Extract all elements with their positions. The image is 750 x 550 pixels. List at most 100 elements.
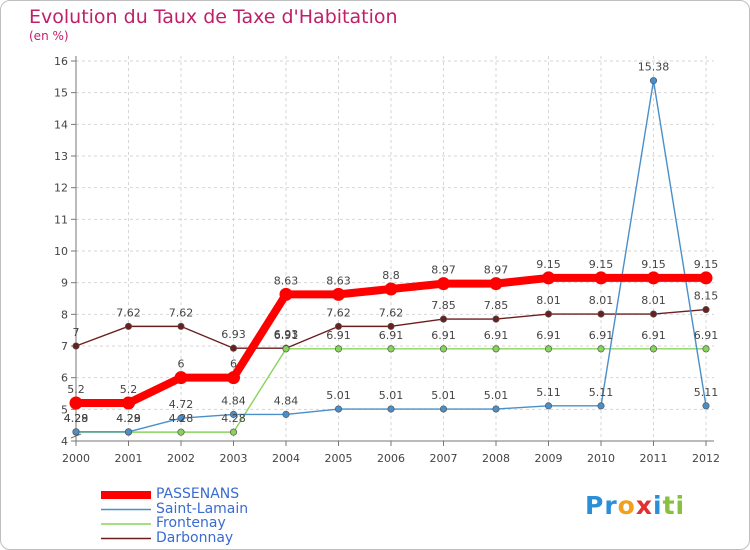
data-label: 6.91 — [431, 329, 456, 342]
data-point — [334, 405, 343, 413]
x-tick-label: 2012 — [692, 452, 720, 465]
data-point — [72, 428, 80, 436]
data-point — [387, 322, 395, 330]
data-label: 5.01 — [484, 389, 509, 402]
data-label: 6.91 — [589, 329, 614, 342]
logo-letter: o — [617, 491, 636, 520]
x-tick-label: 2006 — [377, 452, 405, 465]
data-label: 6 — [178, 358, 185, 371]
y-tick-label: 14 — [54, 118, 68, 131]
chart-title: Evolution du Taux de Taxe d'Habitation — [29, 6, 398, 28]
data-label: 7.62 — [379, 306, 404, 319]
data-point — [702, 402, 710, 410]
data-label: 6.91 — [484, 329, 509, 342]
data-label: 9.15 — [589, 258, 614, 271]
data-point — [597, 310, 605, 318]
data-label: 7.62 — [116, 306, 141, 319]
data-point — [334, 345, 343, 353]
x-tick-label: 2002 — [167, 452, 195, 465]
data-label: 6.91 — [326, 329, 351, 342]
data-point — [597, 402, 605, 410]
data-label: 4.84 — [221, 394, 246, 407]
y-tick-label: 5 — [61, 403, 68, 416]
data-labels: 7 7.62 7.62 6.93 6.93 7.62 7.62 7.85 7.85 8.01 8.0… — [64, 61, 719, 426]
data-point — [69, 396, 83, 410]
y-tick-label: 7 — [61, 340, 68, 353]
y-tick-label: 10 — [54, 245, 68, 258]
data-label: 6.91 — [274, 329, 299, 342]
logo-letter: P — [585, 491, 605, 520]
data-point — [649, 77, 658, 85]
data-label: 4.72 — [169, 398, 194, 411]
data-label: 7.85 — [484, 299, 509, 312]
data-point — [544, 310, 553, 318]
data-label: 9.15 — [641, 258, 666, 271]
y-tick-label: 13 — [54, 150, 68, 163]
data-label: 7.85 — [431, 299, 456, 312]
data-point — [279, 287, 293, 301]
data-point — [439, 345, 448, 353]
data-label: 5.11 — [589, 386, 614, 399]
data-point — [174, 371, 188, 385]
data-label: 8.63 — [326, 274, 351, 287]
logo-letter: i — [653, 491, 663, 520]
data-label: 7.62 — [326, 306, 351, 319]
data-point — [282, 345, 290, 353]
y-tick-label: 6 — [61, 372, 68, 385]
data-point — [492, 345, 500, 353]
data-label: 4.29 — [116, 412, 141, 425]
data-point — [439, 405, 448, 413]
data-point — [437, 277, 450, 291]
x-tick-label: 2009 — [535, 452, 563, 465]
data-point — [177, 322, 185, 330]
data-label: 5.2 — [67, 383, 85, 396]
data-label: 9.15 — [536, 258, 561, 271]
data-point — [122, 396, 135, 410]
data-label: 5.11 — [694, 386, 719, 399]
data-point — [124, 322, 133, 330]
data-label: 8.97 — [431, 264, 456, 277]
data-label: 4.84 — [274, 394, 299, 407]
legend-label: Frontenay — [156, 515, 226, 531]
y-tick-label: 9 — [61, 277, 68, 290]
data-label: 8.01 — [641, 294, 666, 307]
data-label: 7.62 — [169, 306, 194, 319]
x-tick-label: 2005 — [325, 452, 353, 465]
data-point — [702, 345, 710, 353]
x-tick-label: 2011 — [640, 452, 668, 465]
data-label: 5.2 — [120, 383, 138, 396]
data-label: 5.11 — [536, 386, 561, 399]
data-label: 4.28 — [169, 412, 194, 425]
x-tick-label: 2000 — [62, 452, 90, 465]
data-label: 8.15 — [694, 290, 719, 303]
data-point — [702, 306, 710, 314]
data-label: 4.28 — [221, 412, 246, 425]
axis-break — [70, 433, 82, 439]
y-tick-label: 4 — [61, 435, 68, 448]
data-point — [597, 345, 605, 353]
data-point — [124, 428, 133, 436]
data-label: 6.91 — [641, 329, 666, 342]
data-point — [387, 405, 395, 413]
data-label: 4.28 — [116, 412, 141, 425]
series-layer — [69, 77, 713, 436]
data-point — [492, 405, 500, 413]
x-tick-label: 2001 — [115, 452, 143, 465]
data-label: 5.01 — [326, 389, 351, 402]
data-point — [282, 410, 290, 418]
y-tick-label: 12 — [54, 182, 68, 195]
data-point — [387, 345, 395, 353]
data-label: 5.01 — [431, 389, 456, 402]
data-label: 9.15 — [694, 258, 719, 271]
chart-subtitle: (en %) — [29, 29, 69, 43]
data-point — [177, 414, 185, 422]
legend-label: Darbonnay — [156, 529, 234, 546]
data-point — [544, 402, 553, 410]
x-tick-label: 2007 — [430, 452, 458, 465]
data-point — [699, 271, 713, 285]
x-tick-label: 2008 — [482, 452, 510, 465]
data-label: 8.97 — [484, 264, 509, 277]
x-tick-label: 2004 — [272, 452, 300, 465]
